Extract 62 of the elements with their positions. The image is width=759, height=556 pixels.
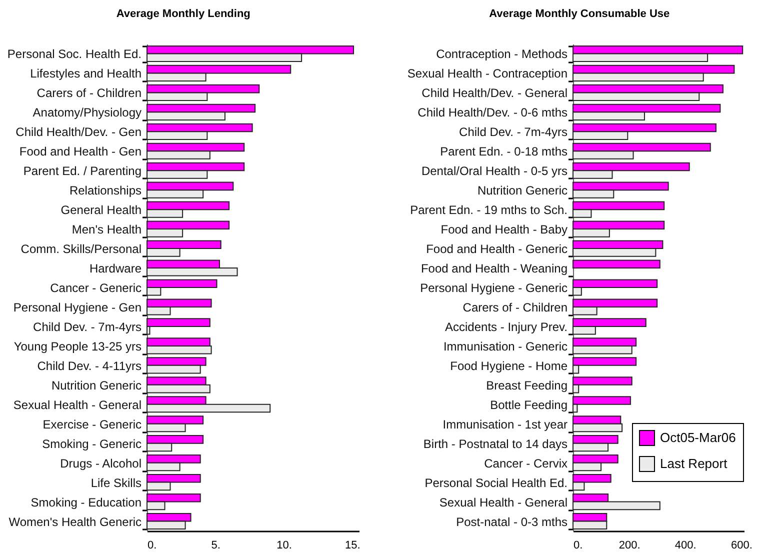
y-tick-label: Food and Health - Weaning [420,262,568,276]
y-tick-label: Child Health/Dev. - 0-6 mths [418,106,568,120]
legend-label: Last Report [660,456,728,471]
y-tick-label: Cancer - Cervix [484,456,568,470]
y-tick-label: Personal Hygiene - Generic [420,281,568,295]
y-tick-label: Personal Soc. Health Ed. [7,47,142,62]
legend-label: Oct05-Mar06 [660,430,736,445]
y-tick-label: Young People 13-25 yrs [14,339,142,354]
y-tick-label: Parent Edn. - 19 mths to Sch. [410,203,568,218]
y-tick-label: Contraception - Methods [436,47,568,62]
chart-title: Average Monthly Lending [116,8,250,20]
x-tick-label: 600. [730,540,752,552]
y-tick-label: Exercise - Generic [42,417,142,432]
y-tick-label: Accidents - Injury Prev. [445,320,568,334]
y-tick-label: Comm. Skills/Personal [20,242,142,256]
y-tick-label: Anatomy/Physiology [32,106,142,120]
y-tick-label: Food and Health - Generic [426,242,568,256]
y-tick-label: Breast Feeding [486,378,568,392]
x-tick-label: 5. [211,540,220,552]
y-tick-label: Child Health/Dev. - Gen [16,125,142,140]
y-tick-label: Bottle Feeding [490,398,568,412]
y-tick-label: Hardware [89,262,142,276]
y-tick-label: Child Health/Dev. - General [422,86,568,100]
y-tick-label: Food and Health - Gen [19,144,142,159]
y-tick-label: Sexual Health - General [439,495,568,510]
x-tick-label: 200. [618,540,640,552]
y-tick-label: Sexual Health - Contraception [407,66,568,81]
chart-title: Average Monthly Consumable Use [489,8,670,20]
y-tick-label: Child Dev. - 4-11yrs [37,358,142,373]
y-tick-label: Carers of - Children [36,86,142,100]
y-tick-label: Cancer - Generic [50,281,142,295]
y-tick-label: Dental/Oral Health - 0-5 yrs [421,164,568,178]
y-tick-label: Birth - Postnatal to 14 days [423,436,568,451]
y-tick-label: Nutrition Generic [477,184,568,198]
x-tick-label: 400. [674,540,696,552]
y-tick-label: General Health [60,203,142,218]
x-tick-label: 15. [345,540,360,552]
y-tick-label: Child Dev. - 7m-4yrs [459,125,568,140]
y-tick-label: Personal Hygiene - Gen [13,300,142,314]
x-tick-label: 0. [574,540,583,552]
y-tick-label: Food and Health - Baby [440,222,568,237]
y-tick-label: Nutrition Generic [51,378,142,392]
y-tick-label: Smoking - Education [30,495,142,510]
y-tick-label: Parent Edn. - 0-18 mths [440,144,568,159]
y-tick-label: Drugs - Alcohol [60,456,142,470]
y-tick-label: Post-natal - 0-3 mths [456,514,568,529]
y-tick-label: Life Skills [90,476,142,490]
y-tick-label: Immunisation - Generic [443,339,568,354]
y-tick-label: Child Dev. - 7m-4yrs [33,320,142,334]
y-tick-label: Men's Health [72,222,142,237]
y-tick-label: Smoking - Generic [42,436,142,451]
y-tick-label: Carers of - Children [462,300,568,314]
y-tick-label: Personal Social Health Ed. [424,476,568,490]
y-tick-label: Women's Health Generic [8,514,142,529]
y-tick-label: Immunisation - 1st year [442,417,568,432]
y-tick-label: Food Hygiene - Home [450,358,568,373]
y-tick-label: Parent Ed. / Parenting [23,164,142,178]
x-tick-label: 10. [276,540,292,552]
x-tick-label: 0. [148,540,157,552]
y-tick-label: Relationships [69,184,142,198]
y-tick-label: Sexual Health - General [13,398,142,412]
y-tick-label: Lifestyles and Health [30,66,142,81]
